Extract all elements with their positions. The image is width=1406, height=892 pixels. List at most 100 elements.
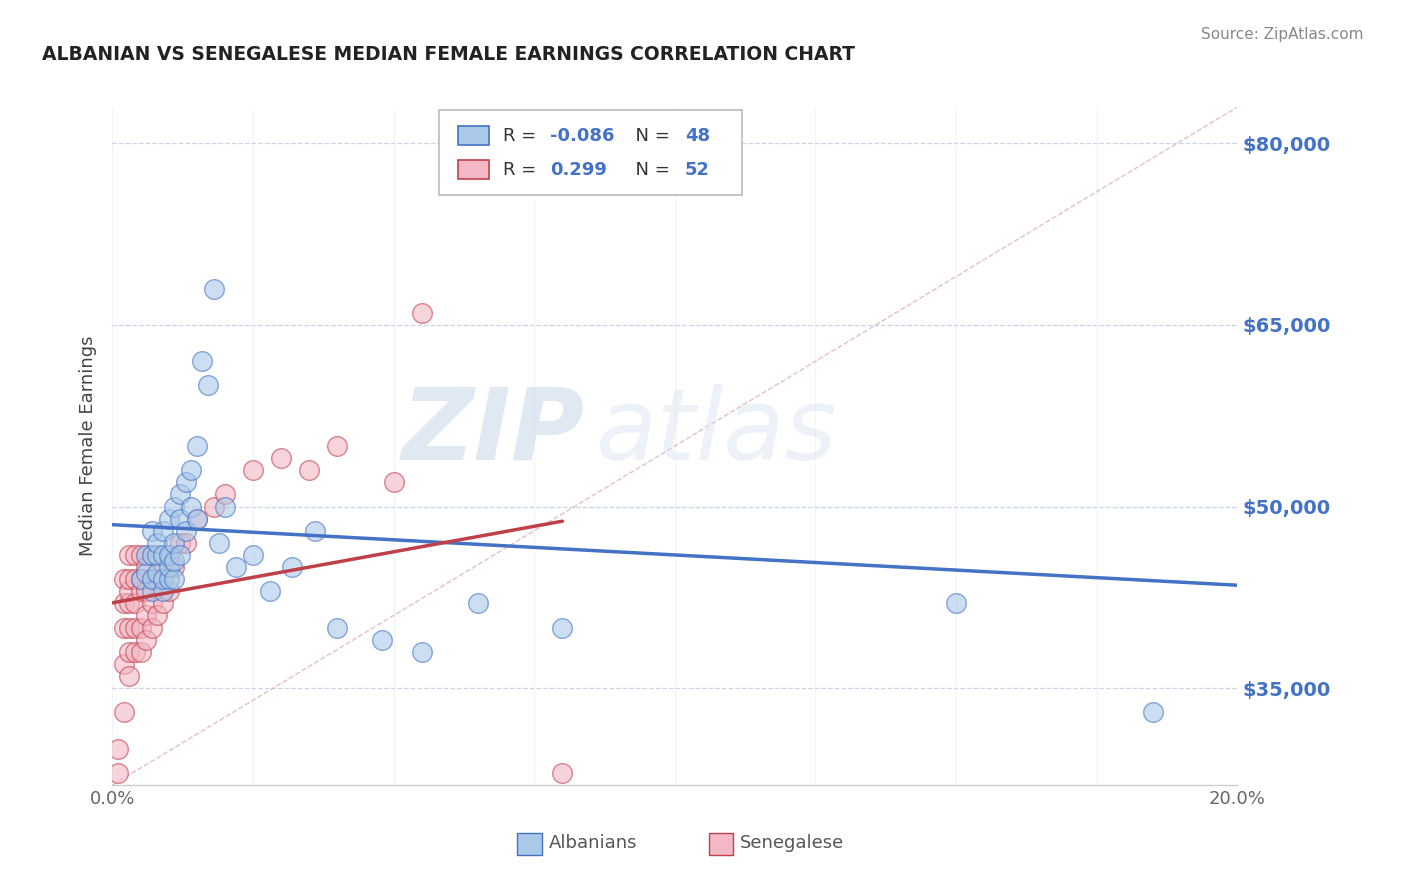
Point xyxy=(152,548,174,562)
Point xyxy=(467,596,489,610)
Point xyxy=(112,706,135,720)
Bar xyxy=(517,833,543,855)
Point xyxy=(129,548,152,562)
Point xyxy=(186,511,208,525)
Point xyxy=(118,669,141,683)
Point xyxy=(298,463,321,477)
Point xyxy=(281,560,304,574)
Point xyxy=(112,621,135,635)
Point xyxy=(129,572,152,586)
Point xyxy=(135,608,157,623)
Point xyxy=(141,596,163,610)
Point xyxy=(371,632,394,647)
Point xyxy=(146,548,169,562)
Text: -0.086: -0.086 xyxy=(550,127,614,145)
Point xyxy=(174,524,197,538)
Point xyxy=(146,566,169,581)
Point xyxy=(135,560,157,574)
Point xyxy=(163,572,186,586)
Point xyxy=(129,645,152,659)
FancyBboxPatch shape xyxy=(439,111,742,195)
Point xyxy=(135,566,157,581)
Point xyxy=(118,596,141,610)
Point xyxy=(163,536,186,550)
Point xyxy=(945,596,967,610)
Point xyxy=(163,560,186,574)
Point xyxy=(124,621,146,635)
Point xyxy=(304,524,326,538)
Text: R =: R = xyxy=(503,161,541,179)
Point xyxy=(118,584,141,599)
Point xyxy=(1142,706,1164,720)
Point xyxy=(551,765,574,780)
Point xyxy=(208,536,231,550)
Point xyxy=(186,439,208,453)
Point xyxy=(191,354,214,368)
Y-axis label: Median Female Earnings: Median Female Earnings xyxy=(79,335,97,557)
Bar xyxy=(709,833,734,855)
Point xyxy=(242,548,264,562)
Point xyxy=(152,524,174,538)
Point xyxy=(152,596,174,610)
Point xyxy=(124,596,146,610)
Point xyxy=(107,741,129,756)
Text: Senegalese: Senegalese xyxy=(740,834,845,852)
Text: 52: 52 xyxy=(685,161,710,179)
Text: 48: 48 xyxy=(685,127,710,145)
Point xyxy=(152,560,174,574)
Point xyxy=(146,572,169,586)
Point xyxy=(118,548,141,562)
Text: R =: R = xyxy=(503,127,541,145)
Point xyxy=(169,548,191,562)
Point xyxy=(135,548,157,562)
Point xyxy=(107,765,129,780)
Point xyxy=(152,572,174,586)
Text: atlas: atlas xyxy=(596,384,838,481)
Point xyxy=(214,487,236,501)
Point xyxy=(112,657,135,671)
Point xyxy=(157,572,180,586)
Point xyxy=(157,548,180,562)
Point xyxy=(146,536,169,550)
Point xyxy=(157,548,180,562)
Point xyxy=(157,560,180,574)
Point xyxy=(152,584,174,599)
Point xyxy=(124,572,146,586)
Point xyxy=(141,524,163,538)
Point xyxy=(382,475,405,490)
Text: N =: N = xyxy=(624,161,676,179)
Point xyxy=(169,487,191,501)
Point xyxy=(118,572,141,586)
Point xyxy=(141,572,163,586)
Point xyxy=(174,475,197,490)
Point xyxy=(439,790,461,805)
Point xyxy=(163,500,186,514)
Point xyxy=(551,621,574,635)
Point xyxy=(129,572,152,586)
Point xyxy=(411,645,433,659)
Point xyxy=(202,282,225,296)
Point xyxy=(129,621,152,635)
Point xyxy=(124,548,146,562)
Point xyxy=(186,511,208,525)
Bar xyxy=(458,161,489,179)
Point xyxy=(169,511,191,525)
Point xyxy=(214,500,236,514)
Point xyxy=(124,645,146,659)
Point xyxy=(197,378,219,392)
Point xyxy=(174,536,197,550)
Point xyxy=(180,463,202,477)
Point xyxy=(242,463,264,477)
Text: N =: N = xyxy=(624,127,676,145)
Point xyxy=(411,306,433,320)
Point xyxy=(259,584,281,599)
Point xyxy=(141,548,163,562)
Point xyxy=(141,572,163,586)
Point xyxy=(118,621,141,635)
Point xyxy=(169,536,191,550)
Point xyxy=(135,584,157,599)
Text: ZIP: ZIP xyxy=(402,384,585,481)
Point xyxy=(146,608,169,623)
Point xyxy=(326,439,349,453)
Point xyxy=(118,645,141,659)
